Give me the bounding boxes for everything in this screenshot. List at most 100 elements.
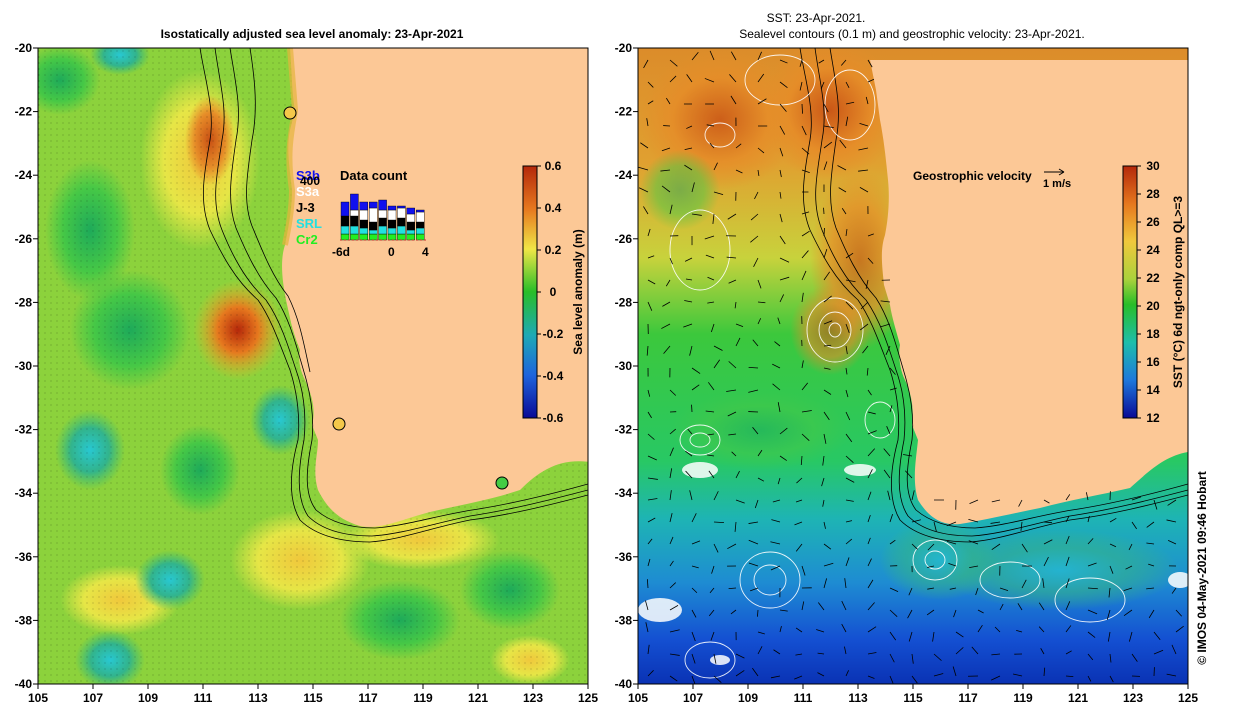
velocity-arrow [728,361,737,369]
velocity-arrow [748,562,759,567]
velocity-scale-arrowhead [1058,168,1065,176]
velocity-arrow [779,276,790,281]
x-tick-label: 111 [794,691,813,705]
velocity-arrow [801,103,803,114]
velocity-arrow [1123,609,1133,617]
velocity-arrow [889,587,899,592]
velocity-arrow [1043,521,1053,524]
velocity-arrow [795,627,803,633]
data-count-inset: S3b S3a J-3 SRL Cr2 400 Data count -6d 0… [296,168,429,259]
colorbar-tick-label: 18 [1146,327,1160,341]
velocity-arrow [860,301,869,310]
velocity-arrow [669,204,673,215]
velocity-arrow [646,345,649,356]
velocity-arrow [774,341,781,347]
velocity-arrow [799,81,803,91]
colorbar-tick-label: 0.2 [545,243,562,257]
velocity-arrow [754,191,759,200]
y-tick-label: -20 [15,41,33,55]
velocity-arrow [908,631,913,642]
tide-gauge-marker [495,476,509,490]
velocity-arrow [999,603,1004,611]
velocity-arrow [839,139,847,149]
geostrophic-velocity-arrows [638,50,1184,684]
velocity-arrow [757,147,765,154]
velocity-arrow [735,169,743,174]
velocity-arrow [713,521,724,524]
velocity-arrow [911,543,918,550]
velocity-arrow [713,675,722,683]
velocity-arrow [713,345,723,351]
velocity-arrow [691,675,696,684]
data-count-bar-segment [350,215,359,227]
velocity-arrow [889,539,896,545]
x-tick-label: 119 [1013,691,1033,705]
velocity-arrow [867,514,871,523]
data-count-bar-segment [340,215,350,227]
velocity-arrow [867,233,874,237]
velocity-arrow [867,257,874,264]
velocity-arrow [822,455,825,466]
coastal-anomaly-band [282,48,299,246]
velocity-arrow [883,469,891,479]
velocity-arrow [801,565,806,576]
velocity-arrow [977,624,983,633]
data-count-bar-segment [340,233,350,241]
velocity-arrow [748,366,759,369]
velocity-arrow [705,410,715,413]
velocity-arrow [706,454,715,457]
velocity-arrow [858,169,869,172]
velocity-arrow [1109,675,1114,683]
colorbar-tick-label: 0.4 [545,201,562,215]
velocity-arrow [1175,609,1182,617]
velocity-arrow [669,653,680,656]
velocity-arrow [685,450,693,457]
velocity-arrow [691,182,695,193]
velocity-arrow [801,169,810,174]
data-count-bar-segment [397,205,406,209]
velocity-arrow [691,587,698,594]
velocity-arrow [728,433,737,436]
velocity-arrow [691,565,699,569]
velocity-legend: Geostrophic velocity 1 m/s [913,168,1071,190]
data-count-bar-segment [378,225,387,235]
x-tick-label: 121 [468,691,488,705]
velocity-arrow [1087,515,1090,523]
y-tick-label: -24 [15,168,33,182]
y-tick-label: -28 [15,295,33,309]
x-tick-label: 123 [523,691,543,705]
velocity-arrow [991,675,1001,681]
source-label-s3a: S3a [296,184,320,199]
velocity-arrow [661,185,671,193]
velocity-arrow [1043,499,1050,504]
velocity-arrow [770,541,781,545]
inset-scale-value: 400 [300,174,320,188]
velocity-arrow [1042,578,1045,589]
velocity-arrow [867,537,871,545]
velocity-arrow [772,383,781,391]
velocity-arrow [757,609,759,617]
velocity-arrow [858,147,869,151]
velocity-arrow [1065,535,1070,545]
velocity-arrow [801,125,807,136]
velocity-legend-unit: 1 m/s [1043,178,1071,190]
velocity-arrow [685,278,693,281]
data-count-bar-segment [378,199,387,211]
velocity-arrow [801,360,804,369]
right-axes: 105 107 109 111 113 115 117 119 121 123 125 -20 -22 -… [615,41,1199,705]
velocity-arrow [663,345,671,354]
data-count-bar-segment [350,193,359,211]
australia-landmass [870,60,1188,525]
x-tick-label: 125 [1178,691,1198,705]
data-count-bar-segment [359,227,368,235]
velocity-arrow [669,513,673,523]
velocity-arrow [689,490,693,501]
velocity-arrow [1087,609,1098,615]
velocity-arrow [817,602,825,611]
velocity-arrow [1128,543,1133,551]
velocity-arrow [669,389,677,396]
velocity-arrow [845,670,849,677]
velocity-arrow [771,519,781,523]
velocity-arrow [669,59,678,67]
velocity-arrow [691,367,701,374]
